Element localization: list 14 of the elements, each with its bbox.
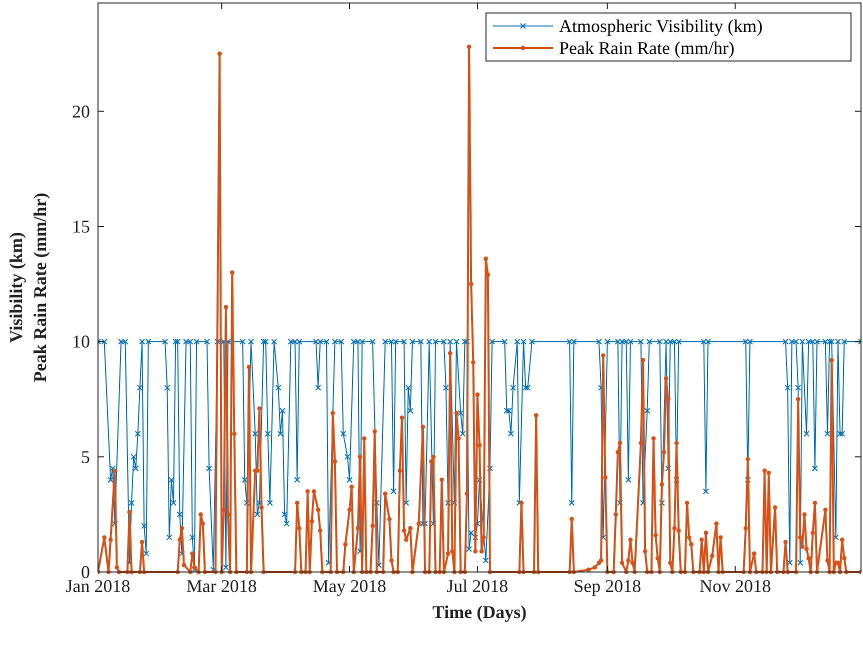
- y-axis-title: Visibility (km) Peak Rain Rate (mm/hr): [6, 192, 50, 382]
- x-tick-label: May 2018: [312, 576, 386, 596]
- legend-label: Peak Rain Rate (mm/hr): [559, 38, 734, 58]
- x-tick-label: Sep 2018: [574, 576, 642, 596]
- x-tick-label: Nov 2018: [699, 576, 771, 596]
- x-tick-label: Mar 2018: [186, 576, 257, 596]
- x-axis-title: Time (Days): [432, 602, 527, 622]
- y-tick-label: 15: [72, 216, 90, 236]
- y-tick-label: 5: [81, 446, 90, 467]
- legend-label: Atmospheric Visibility (km): [559, 16, 763, 36]
- y-tick-label: 20: [72, 101, 90, 122]
- y-tick-label: 0: [81, 562, 90, 582]
- y-tick-label: 10: [72, 332, 90, 352]
- x-tick-label: Jul 2018: [446, 576, 508, 596]
